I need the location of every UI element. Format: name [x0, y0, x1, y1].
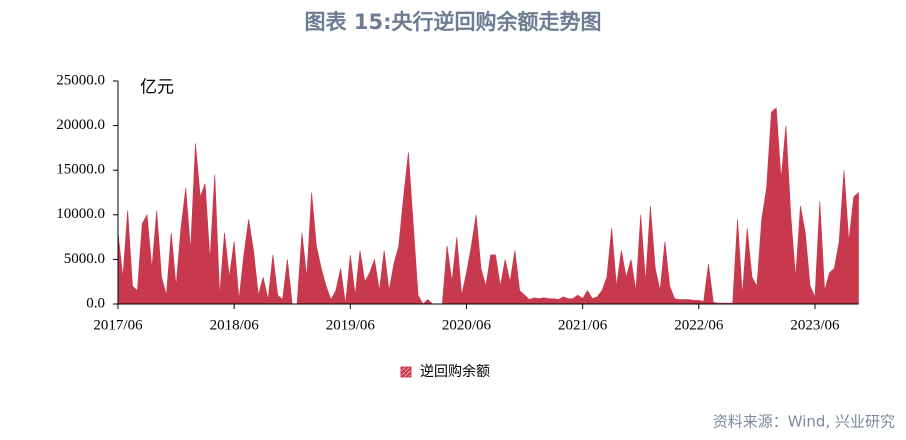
area: [117, 107, 859, 305]
x-tick-label: 2021/06: [558, 317, 608, 333]
x-tick-label: 2018/06: [210, 317, 260, 333]
legend-swatch: [400, 366, 412, 378]
y-tick-label: 20000.0: [56, 117, 105, 133]
y-tick-label: 10000.0: [56, 206, 105, 222]
y-tick-label: 15000.0: [56, 162, 105, 178]
source-note: 资料来源：Wind, 兴业研究: [713, 413, 895, 431]
x-tick-label: 2020/06: [442, 317, 492, 333]
x-tick-label: 2017/06: [93, 317, 143, 333]
y-tick-label: 5000.0: [64, 251, 105, 267]
x-tick-label: 2019/06: [326, 317, 376, 333]
x-tick-label: 2023/06: [790, 317, 840, 333]
unit-label: 亿元: [140, 78, 174, 98]
y-tick-label: 0.0: [86, 295, 105, 311]
chart-title: 图表 15:央行逆回购余额走势图: [305, 10, 602, 34]
legend-label: 逆回购余额: [420, 363, 490, 380]
y-tick-label: 25000.0: [56, 72, 105, 88]
x-tick-label: 2022/06: [674, 317, 724, 333]
